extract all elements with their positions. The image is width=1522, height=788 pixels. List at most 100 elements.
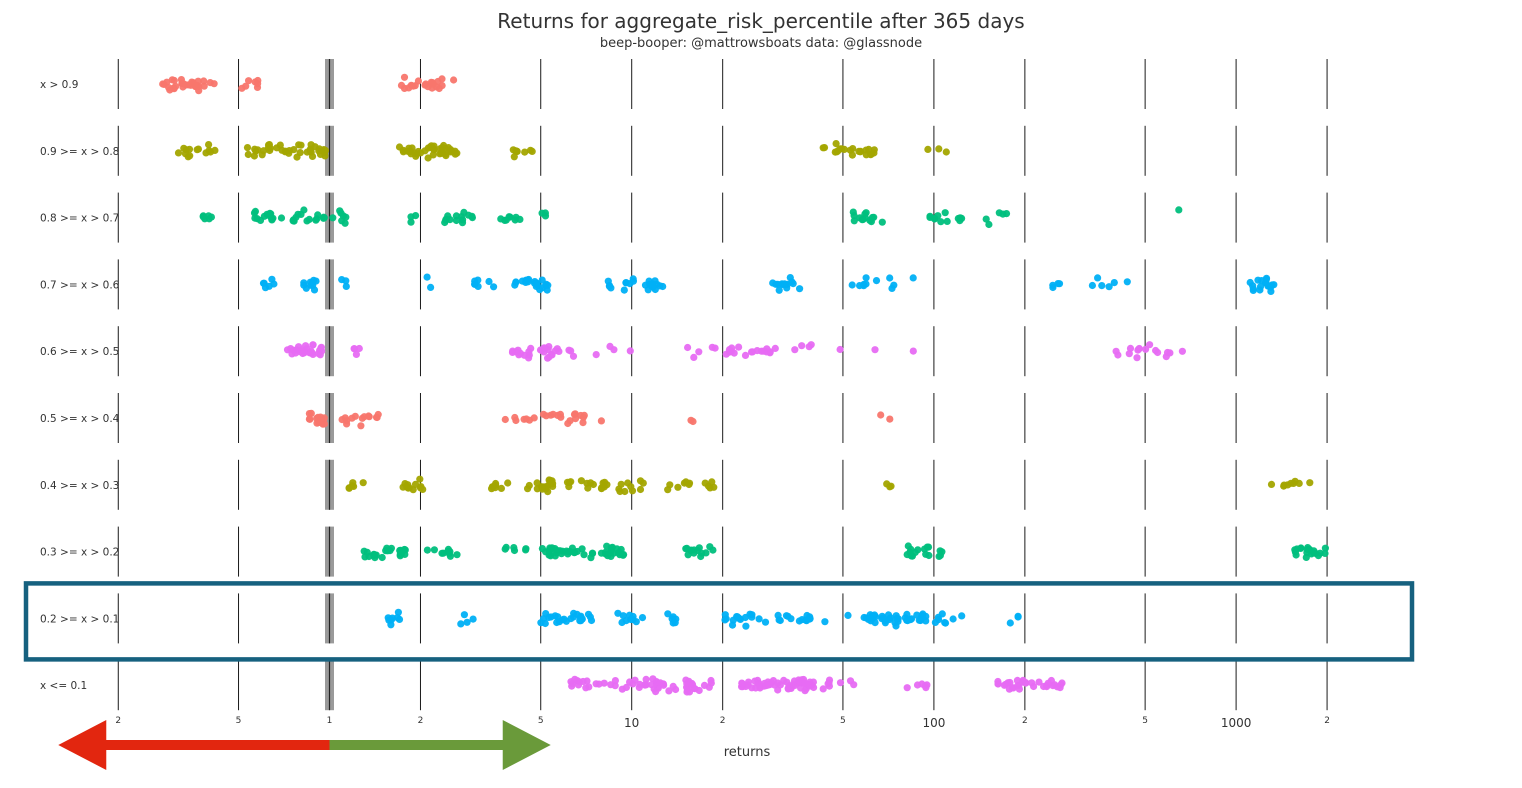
data-point [725, 346, 734, 354]
data-point [1178, 347, 1186, 355]
data-point [350, 345, 358, 353]
data-point [541, 212, 550, 220]
data-point [329, 214, 337, 222]
chart-subtitle: beep-booper: @mattrowsboats data: @glass… [599, 36, 923, 51]
data-point [762, 682, 770, 690]
data-point [545, 476, 553, 484]
data-point [310, 286, 319, 294]
data-point [540, 344, 548, 352]
data-point [772, 280, 780, 288]
data-point [400, 73, 409, 81]
data-point [631, 676, 639, 684]
data-point [195, 87, 203, 95]
data-point [341, 219, 349, 227]
data-point [626, 611, 634, 619]
data-point [570, 410, 579, 418]
data-point [871, 346, 879, 354]
data-point [862, 209, 870, 217]
data-point [597, 549, 606, 557]
data-point [530, 414, 538, 422]
data-point [267, 210, 275, 218]
data-point [635, 683, 643, 692]
data-point [884, 611, 893, 619]
data-point [580, 551, 588, 559]
data-point [721, 611, 729, 619]
data-point [553, 546, 561, 554]
data-point [790, 677, 799, 685]
data-point [587, 616, 596, 625]
data-point [862, 280, 870, 288]
data-point [200, 77, 208, 85]
data-point [935, 145, 943, 153]
x-tick-label: 2 [1324, 716, 1330, 726]
data-point [592, 680, 600, 688]
data-point [446, 548, 454, 556]
data-point [569, 352, 578, 360]
data-point [186, 152, 194, 160]
data-point [1321, 549, 1329, 558]
data-point [1125, 350, 1133, 358]
data-point [538, 545, 547, 553]
data-point [416, 475, 424, 483]
x-tick-label: 1000 [1221, 716, 1252, 730]
category-label: 0.2 >= x > 0.1 [40, 613, 119, 625]
data-point [547, 545, 555, 553]
category-label: x > 0.9 [40, 79, 78, 91]
data-point [337, 209, 345, 217]
data-point [1256, 283, 1265, 291]
data-point [1321, 544, 1329, 552]
data-point [205, 146, 213, 155]
data-point [349, 479, 357, 487]
data-point [565, 478, 574, 487]
data-point [542, 610, 550, 618]
data-point [485, 277, 493, 286]
data-point [891, 619, 899, 627]
data-point [302, 284, 310, 292]
data-point [525, 481, 533, 490]
data-point [320, 414, 328, 422]
data-points [159, 73, 1329, 696]
data-point [607, 548, 615, 556]
data-point [668, 615, 676, 623]
data-point [382, 547, 390, 555]
data-point [205, 141, 213, 149]
data-point [844, 611, 852, 620]
data-point [512, 278, 520, 286]
data-point [702, 549, 710, 557]
data-point [700, 681, 709, 690]
data-point [469, 615, 477, 623]
data-point [691, 685, 699, 693]
data-point [187, 81, 195, 89]
data-point [542, 412, 550, 420]
x-tick-label: 5 [538, 716, 544, 726]
data-point [644, 286, 652, 294]
data-point [819, 685, 827, 693]
data-point [407, 150, 415, 158]
data-point [646, 280, 654, 288]
data-point [801, 687, 809, 695]
category-label: x <= 0.1 [40, 680, 87, 692]
data-point [516, 215, 524, 223]
data-point [1310, 547, 1318, 555]
data-point [821, 618, 829, 626]
data-point [200, 82, 208, 90]
data-point [504, 479, 512, 487]
data-point [607, 681, 615, 689]
data-point [165, 84, 173, 92]
x-tick-label: 2 [115, 716, 121, 726]
data-point [621, 487, 629, 496]
data-point [846, 146, 854, 154]
data-point [622, 279, 630, 287]
data-point [800, 675, 808, 684]
data-point [292, 349, 300, 357]
data-point [660, 681, 668, 689]
data-point [293, 153, 301, 161]
data-point [451, 150, 459, 158]
data-point [1056, 684, 1064, 692]
data-point [430, 145, 438, 153]
data-point [652, 688, 660, 696]
data-point [542, 280, 550, 288]
data-point [584, 484, 592, 492]
data-point [606, 342, 614, 350]
